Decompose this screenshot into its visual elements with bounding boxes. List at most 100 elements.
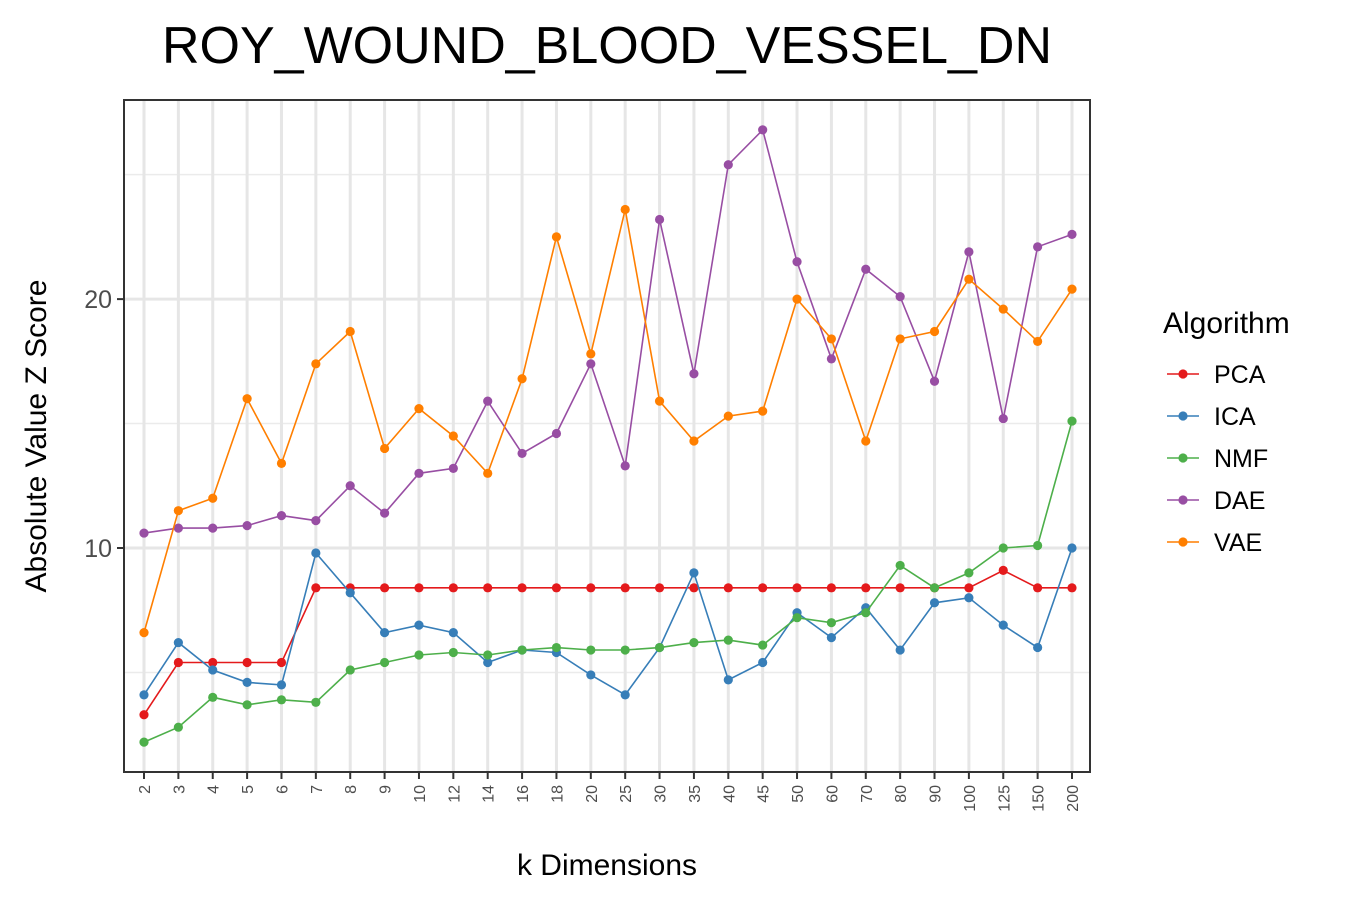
data-point xyxy=(448,583,458,593)
data-point xyxy=(242,677,252,688)
data-point xyxy=(242,700,252,710)
series-line xyxy=(143,420,1073,743)
data-point xyxy=(1067,543,1077,553)
legend-item-pca: PCA xyxy=(1167,361,1266,389)
data-point xyxy=(208,657,218,668)
x-tick-label: 35 xyxy=(687,785,704,803)
data-point xyxy=(345,588,355,598)
legend-label: PCA xyxy=(1214,361,1266,389)
data-point xyxy=(139,528,149,538)
data-point xyxy=(173,523,183,533)
legend-item-dae: DAE xyxy=(1167,487,1265,515)
data-point xyxy=(723,635,733,645)
data-point xyxy=(311,548,321,558)
x-tick-label: 20 xyxy=(584,785,601,803)
data-point xyxy=(654,642,665,653)
data-point xyxy=(826,354,837,364)
data-point xyxy=(998,620,1008,630)
data-point xyxy=(242,521,252,531)
x-tick-label: 14 xyxy=(481,785,498,803)
data-point xyxy=(242,657,252,668)
data-point xyxy=(723,583,733,593)
data-point xyxy=(586,670,596,680)
data-point xyxy=(208,493,218,503)
data-point xyxy=(551,642,562,653)
data-point xyxy=(139,737,149,747)
data-point xyxy=(208,665,218,675)
data-point xyxy=(517,448,527,459)
x-tick-label: 100 xyxy=(962,785,979,812)
data-point xyxy=(173,657,183,668)
data-point xyxy=(551,583,562,593)
series-line xyxy=(143,128,1073,534)
data-point xyxy=(1033,642,1043,653)
data-point xyxy=(654,396,665,406)
data-point xyxy=(276,511,287,521)
data-point xyxy=(964,583,974,593)
data-point xyxy=(792,583,802,593)
data-point xyxy=(620,583,630,593)
series-nmf xyxy=(139,416,1077,747)
data-point xyxy=(998,565,1008,576)
x-tick-label: 90 xyxy=(928,785,945,803)
x-tick-label: 16 xyxy=(515,785,532,803)
legend-key-point xyxy=(1178,411,1188,421)
data-point xyxy=(964,247,974,257)
data-point xyxy=(861,583,871,593)
data-point xyxy=(620,461,630,471)
data-point xyxy=(654,583,665,593)
x-tick-label: 50 xyxy=(790,785,807,803)
legend-key-point xyxy=(1178,369,1188,379)
legend-label: ICA xyxy=(1214,403,1256,431)
series-ica xyxy=(139,543,1077,700)
data-point xyxy=(414,650,424,660)
chart-title: ROY_WOUND_BLOOD_VESSEL_DN xyxy=(162,17,1052,75)
data-point xyxy=(517,583,527,593)
x-tick-label: 12 xyxy=(446,785,463,803)
series-line xyxy=(143,209,1073,633)
data-point xyxy=(689,436,699,446)
data-point xyxy=(792,257,802,267)
data-point xyxy=(1033,583,1043,593)
x-tick-label: 30 xyxy=(653,785,670,803)
data-point xyxy=(758,406,768,416)
data-point xyxy=(895,583,905,593)
x-tick-label: 25 xyxy=(618,785,635,803)
data-point xyxy=(792,294,802,304)
series-pca xyxy=(139,565,1077,720)
legend-item-vae: VAE xyxy=(1167,529,1262,557)
data-point xyxy=(723,675,733,685)
data-point xyxy=(1033,540,1043,551)
plot-panel-border xyxy=(123,99,1091,773)
data-point xyxy=(276,680,287,690)
data-point xyxy=(208,692,218,702)
x-tick-label: 80 xyxy=(893,785,910,803)
data-point xyxy=(895,334,905,344)
data-point xyxy=(379,628,390,638)
series-line xyxy=(143,547,1073,696)
x-tick-label: 3 xyxy=(171,785,188,794)
data-point xyxy=(792,613,802,623)
x-tick-label: 70 xyxy=(859,785,876,803)
series-dae xyxy=(139,125,1077,538)
data-point xyxy=(276,657,287,668)
data-point xyxy=(758,640,768,650)
x-tick-label: 6 xyxy=(274,785,291,794)
data-point xyxy=(689,637,699,648)
data-series xyxy=(139,125,1077,747)
data-point xyxy=(758,657,768,668)
legend-label: DAE xyxy=(1214,487,1265,515)
data-point xyxy=(998,543,1008,553)
data-point xyxy=(448,647,458,658)
data-point xyxy=(758,583,768,593)
data-point xyxy=(861,608,871,618)
data-point xyxy=(689,369,699,379)
data-point xyxy=(1067,284,1077,294)
x-axis-title: k Dimensions xyxy=(517,849,697,882)
data-point xyxy=(139,690,149,700)
data-point xyxy=(379,443,390,454)
legend-key-point xyxy=(1178,495,1188,505)
x-tick-label: 125 xyxy=(996,785,1013,812)
data-point xyxy=(379,657,390,668)
data-point xyxy=(1033,242,1043,252)
